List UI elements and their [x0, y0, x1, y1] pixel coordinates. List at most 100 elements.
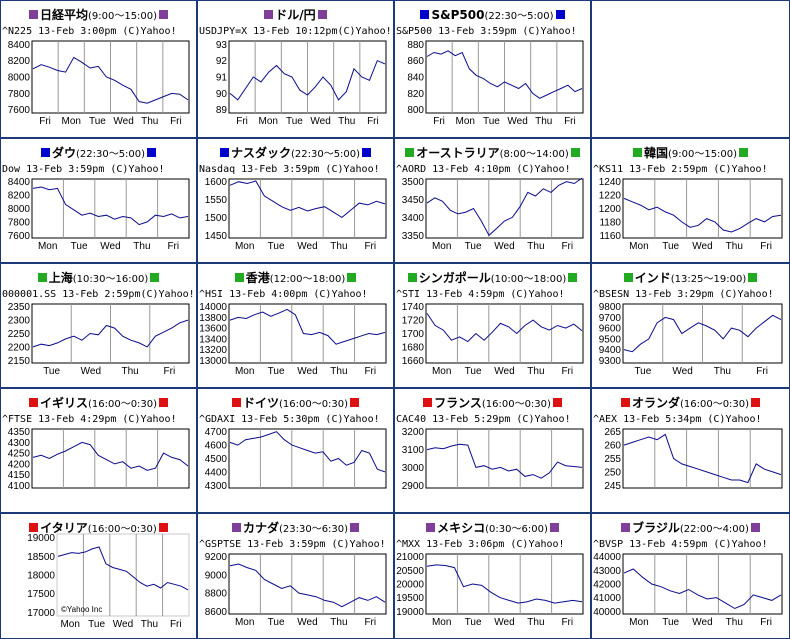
index-name[interactable]: S&P500 [431, 8, 485, 22]
index-panel-sti[interactable]: シンガポール(10:00～18:00) ^STI 13-Feb 4:59pm (C… [394, 263, 591, 388]
panel-header[interactable]: ナスダック(22:30～5:00) [198, 146, 393, 162]
y-tick-label: 8000 [8, 73, 31, 84]
index-name[interactable]: ダウ [51, 146, 76, 160]
index-name[interactable]: オーストラリア [416, 146, 500, 160]
index-name[interactable]: 香港 [245, 271, 270, 285]
quote-caption: ^GSPTSE 13-Feb 3:59pm (C)Yahoo! [199, 539, 386, 550]
panel-header[interactable]: イギリス(16:00～0:30) [1, 396, 196, 412]
x-day-label: Fri [167, 241, 179, 252]
index-panel-nikkei[interactable]: 日経平均(9:00～15:00) ^N225 13-Feb 3:00pm (C)Y… [0, 0, 197, 138]
index-panel-sp500[interactable]: S&P500(22:30～5:00) S&P500 13-Feb 3:59pm (… [394, 0, 591, 138]
x-day-label: Thu [527, 366, 544, 377]
trading-hours: (9:00～15:00) [667, 149, 738, 160]
index-name[interactable]: ドル/円 [275, 8, 316, 22]
index-panel-gdaxi[interactable]: ドイツ(16:00～0:30) ^GDAXI 13-Feb 5:30pm (C)Y… [197, 388, 394, 513]
index-name[interactable]: カナダ [242, 521, 279, 535]
x-day-label: Tue [268, 617, 285, 628]
panel-header[interactable]: フランス(16:00～0:30) [395, 396, 590, 412]
x-day-label: Mon [629, 617, 648, 628]
x-day-label: Tue [268, 366, 285, 377]
index-name[interactable]: オランダ [631, 396, 680, 410]
color-marker-icon [350, 523, 360, 532]
index-name[interactable]: フランス [434, 396, 482, 410]
index-panel-dow[interactable]: ダウ(22:30～5:00) Dow 13-Feb 3:59pm (C)Yahoo… [0, 138, 197, 263]
index-name[interactable]: イギリス [39, 396, 88, 410]
index-panel-bvsp[interactable]: ブラジル(22:00～4:00) ^BVSP 13-Feb 4:59pm (C)Y… [591, 513, 790, 639]
index-panel-shanghai[interactable]: 上海(10:30～16:00) 000001.SS 13-Feb 2:59pm(C… [0, 263, 197, 388]
color-marker-icon [234, 273, 244, 282]
x-day-label: Fri [39, 116, 51, 127]
index-name[interactable]: 上海 [48, 271, 73, 285]
index-name[interactable]: 韓国 [643, 146, 668, 160]
y-tick-label: 9200 [205, 552, 228, 563]
panel-header[interactable]: 韓国(9:00～15:00) [592, 146, 789, 162]
panel-header[interactable]: ドル/円 [198, 8, 393, 24]
y-tick-label: 4600 [205, 441, 228, 452]
x-day-label: Thu [338, 116, 355, 127]
index-panel-aex[interactable]: オランダ(16:00～0:30) ^AEX 13-Feb 5:34pm (C)Ya… [591, 388, 790, 513]
y-tick-label: 42000 [593, 580, 621, 591]
index-name[interactable]: 日経平均 [39, 8, 88, 22]
panel-header[interactable]: インド(13:25～19:00) [592, 271, 789, 287]
y-tick-label: 1550 [205, 195, 228, 206]
index-panel-cac40[interactable]: フランス(16:00～0:30) CAC40 13-Feb 5:29pm (C)Y… [394, 388, 591, 513]
y-tick-label: 1200 [599, 204, 622, 215]
color-marker-icon [159, 10, 169, 19]
price-line [32, 186, 189, 226]
index-panel-hsi[interactable]: 香港(12:00～18:00) ^HSI 13-Feb 4:00pm (C)Yah… [197, 263, 394, 388]
panel-header[interactable]: S&P500(22:30～5:00) [395, 8, 590, 24]
y-tick-label: 3350 [402, 231, 425, 242]
panel-header[interactable]: ドイツ(16:00～0:30) [198, 396, 393, 412]
index-name[interactable]: ドイツ [242, 396, 279, 410]
y-tick-label: 2900 [402, 481, 425, 492]
x-day-label: Thu [714, 366, 731, 377]
index-panel-nasdaq[interactable]: ナスダック(22:30～5:00) Nasdaq 13-Feb 3:59pm (C… [197, 138, 394, 263]
index-panel-kospi[interactable]: 韓国(9:00～15:00) ^KS11 13-Feb 2:59pm (C)Yah… [591, 138, 790, 263]
panel-header[interactable]: カナダ(23:30～6:30) [198, 521, 393, 537]
panel-header[interactable]: ブラジル(22:00～4:00) [592, 521, 789, 537]
panel-header[interactable]: ダウ(22:30～5:00) [1, 146, 196, 162]
panel-header[interactable]: イタリア(16:00～0:30) [1, 521, 196, 537]
index-name[interactable]: インド [634, 271, 671, 285]
x-day-label: Wed [100, 241, 120, 252]
color-marker-icon [420, 10, 430, 19]
trading-hours: (12:00～18:00) [269, 274, 346, 285]
color-marker-icon [405, 148, 415, 157]
x-day-label: Fri [564, 116, 576, 127]
index-panel-gsptse[interactable]: カナダ(23:30～6:30) ^GSPTSE 13-Feb 3:59pm (C)… [197, 513, 394, 639]
quote-caption: ^AEX 13-Feb 5:34pm (C)Yahoo! [593, 414, 762, 425]
index-name[interactable]: ブラジル [632, 521, 680, 535]
plot-frame [31, 178, 190, 239]
index-panel-bsesn[interactable]: インド(13:25～19:00) ^BSESN 13-Feb 3:29pm (C)… [591, 263, 790, 388]
index-name[interactable]: ナスダック [230, 146, 291, 160]
index-panel-usdjpy[interactable]: ドル/円 USDJPY=X 13-Feb 10:12pm(C)Yahoo! 93 92… [197, 0, 394, 138]
index-panel-ftse[interactable]: イギリス(16:00～0:30) ^FTSE 13-Feb 4:29pm (C)Y… [0, 388, 197, 513]
price-chart: 93 92 91 90 89 Fri Mon Tue Wed Thu Fri [216, 40, 387, 127]
color-marker-icon [28, 398, 38, 407]
color-marker-icon [350, 398, 360, 407]
panel-header[interactable]: オランダ(16:00～0:30) [592, 396, 789, 412]
y-tick-label: 260 [604, 441, 621, 452]
index-name[interactable]: イタリア [40, 521, 88, 535]
index-name[interactable]: メキシコ [437, 521, 486, 535]
plot-frame [228, 553, 387, 615]
x-day-label: Wed [672, 366, 692, 377]
y-tick-label: 14000 [199, 302, 227, 313]
panel-header[interactable]: シンガポール(10:00～18:00) [395, 271, 590, 287]
panel-header[interactable]: オーストラリア(8:00～14:00) [395, 146, 590, 162]
y-tick-label: 17500 [27, 589, 55, 600]
panel-header[interactable]: 香港(12:00～18:00) [198, 271, 393, 287]
panel-header[interactable]: メキシコ(0:30～6:00) [395, 521, 590, 537]
panel-header[interactable]: 上海(10:30～16:00) [1, 271, 196, 287]
x-day-label: Wed [494, 366, 514, 377]
quote-caption: Nasdaq 13-Feb 3:59pm (C)Yahoo! [199, 164, 380, 175]
y-tick-label: 8400 [8, 40, 31, 51]
index-panel-italy[interactable]: イタリア(16:00～0:30) 19000 18500 18000 17500 1700… [0, 513, 197, 639]
index-panel-mxx[interactable]: メキシコ(0:30～6:00) ^MXX 13-Feb 3:06pm (C)Yah… [394, 513, 591, 639]
index-name[interactable]: シンガポール [418, 271, 491, 285]
x-day-label: Mon [629, 241, 648, 252]
panel-header[interactable]: 日経平均(9:00～15:00) [1, 8, 196, 24]
index-panel-aord[interactable]: オーストラリア(8:00～14:00) ^AORD 13-Feb 4:10pm (… [394, 138, 591, 263]
